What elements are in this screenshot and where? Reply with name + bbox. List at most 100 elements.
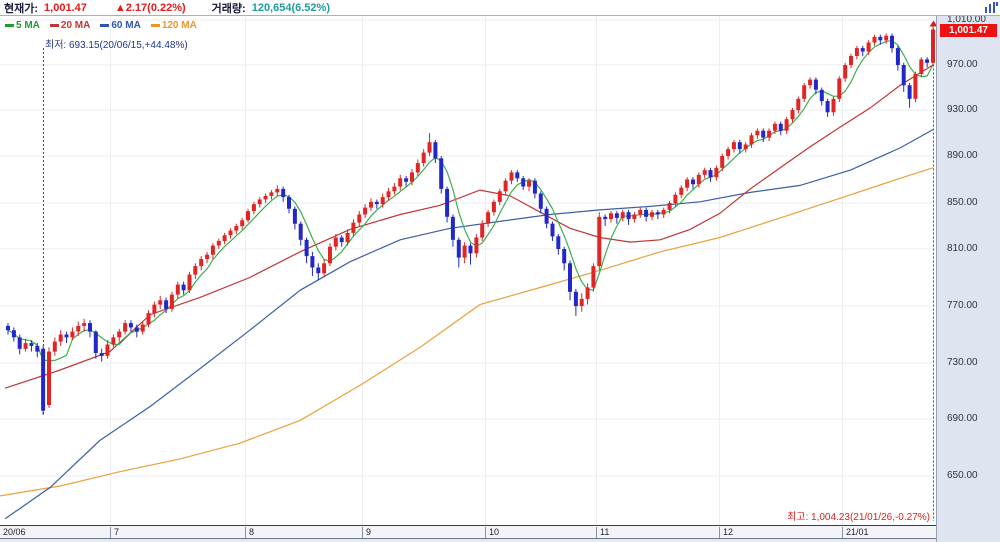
candle[interactable] bbox=[123, 323, 128, 332]
candle[interactable] bbox=[702, 170, 707, 175]
candle[interactable] bbox=[158, 300, 163, 305]
candle[interactable] bbox=[47, 351, 51, 405]
candle[interactable] bbox=[685, 179, 690, 188]
candle[interactable] bbox=[884, 35, 889, 41]
candle[interactable] bbox=[410, 172, 414, 182]
candle[interactable] bbox=[35, 345, 40, 352]
candle[interactable] bbox=[292, 208, 297, 224]
candle[interactable] bbox=[415, 163, 420, 173]
candle[interactable] bbox=[199, 259, 204, 267]
candle[interactable] bbox=[579, 298, 584, 306]
candle[interactable] bbox=[562, 249, 567, 264]
candle[interactable] bbox=[620, 212, 625, 218]
candle[interactable] bbox=[210, 245, 215, 255]
candle[interactable] bbox=[52, 341, 57, 352]
candle[interactable] bbox=[597, 216, 602, 267]
candle[interactable] bbox=[128, 323, 133, 328]
candle[interactable] bbox=[17, 337, 22, 349]
candle[interactable] bbox=[328, 246, 332, 264]
candle[interactable] bbox=[901, 65, 906, 86]
candle[interactable] bbox=[568, 263, 572, 292]
candle[interactable] bbox=[169, 294, 174, 309]
candle[interactable] bbox=[105, 344, 110, 356]
candle[interactable] bbox=[474, 237, 479, 254]
candle[interactable] bbox=[854, 48, 859, 56]
candle[interactable] bbox=[772, 123, 777, 131]
candle[interactable] bbox=[609, 213, 613, 220]
candle[interactable] bbox=[380, 197, 385, 205]
candle[interactable] bbox=[357, 214, 362, 223]
candle[interactable] bbox=[778, 123, 783, 131]
candle[interactable] bbox=[544, 208, 549, 224]
candle[interactable] bbox=[58, 334, 63, 342]
candle[interactable] bbox=[374, 201, 379, 205]
candle[interactable] bbox=[117, 331, 122, 338]
candle[interactable] bbox=[281, 188, 286, 198]
candle[interactable] bbox=[369, 201, 373, 208]
candle[interactable] bbox=[743, 144, 748, 150]
candle[interactable] bbox=[333, 237, 338, 247]
candle[interactable] bbox=[363, 207, 368, 215]
candle[interactable] bbox=[755, 130, 760, 136]
candle[interactable] bbox=[825, 101, 830, 113]
candle[interactable] bbox=[468, 245, 473, 254]
candle[interactable] bbox=[93, 331, 98, 353]
candle[interactable] bbox=[11, 330, 16, 338]
candle[interactable] bbox=[661, 209, 666, 215]
candle[interactable] bbox=[439, 158, 444, 189]
candle[interactable] bbox=[404, 178, 409, 182]
candle[interactable] bbox=[298, 223, 303, 240]
candle[interactable] bbox=[860, 48, 865, 52]
candle[interactable] bbox=[23, 343, 28, 349]
candle[interactable] bbox=[527, 180, 531, 187]
candle[interactable] bbox=[216, 240, 221, 246]
candle[interactable] bbox=[187, 274, 192, 291]
candle[interactable] bbox=[790, 110, 795, 120]
candle[interactable] bbox=[632, 214, 637, 220]
candle[interactable] bbox=[257, 199, 262, 205]
candle[interactable] bbox=[287, 197, 291, 209]
candle[interactable] bbox=[111, 337, 116, 345]
candle[interactable] bbox=[246, 211, 250, 221]
candle[interactable] bbox=[573, 291, 578, 307]
candle[interactable] bbox=[88, 323, 92, 332]
candle[interactable] bbox=[205, 254, 210, 259]
candle[interactable] bbox=[29, 343, 34, 346]
candle[interactable] bbox=[450, 216, 455, 240]
candle[interactable] bbox=[228, 230, 233, 236]
candle[interactable] bbox=[310, 256, 315, 268]
candle[interactable] bbox=[843, 65, 848, 79]
candle[interactable] bbox=[813, 79, 818, 90]
candle[interactable] bbox=[925, 59, 930, 63]
candle[interactable] bbox=[82, 323, 87, 326]
candle[interactable] bbox=[503, 180, 508, 192]
candle[interactable] bbox=[181, 284, 186, 291]
candle[interactable] bbox=[831, 98, 836, 113]
candle[interactable] bbox=[275, 188, 280, 193]
candle[interactable] bbox=[819, 89, 824, 102]
candle[interactable] bbox=[164, 300, 169, 309]
candle[interactable] bbox=[480, 223, 485, 238]
candle[interactable] bbox=[714, 167, 719, 178]
candle[interactable] bbox=[140, 324, 145, 332]
candle[interactable] bbox=[99, 353, 104, 356]
candle[interactable] bbox=[41, 348, 46, 411]
candle[interactable] bbox=[626, 212, 631, 220]
candle[interactable] bbox=[538, 193, 543, 209]
candle[interactable] bbox=[445, 188, 450, 217]
candle[interactable] bbox=[234, 226, 239, 231]
candle[interactable] bbox=[339, 237, 344, 243]
candle[interactable] bbox=[696, 174, 701, 185]
candle[interactable] bbox=[749, 135, 754, 145]
candle[interactable] bbox=[392, 186, 397, 192]
candle[interactable] bbox=[556, 236, 561, 249]
candle[interactable] bbox=[808, 79, 813, 86]
candle[interactable] bbox=[866, 42, 871, 52]
candle[interactable] bbox=[398, 178, 403, 187]
candle[interactable] bbox=[655, 212, 660, 215]
candle[interactable] bbox=[6, 325, 10, 331]
candle[interactable] bbox=[486, 212, 491, 224]
candle[interactable] bbox=[269, 192, 274, 196]
candle[interactable] bbox=[263, 195, 268, 200]
candle[interactable] bbox=[521, 178, 526, 187]
